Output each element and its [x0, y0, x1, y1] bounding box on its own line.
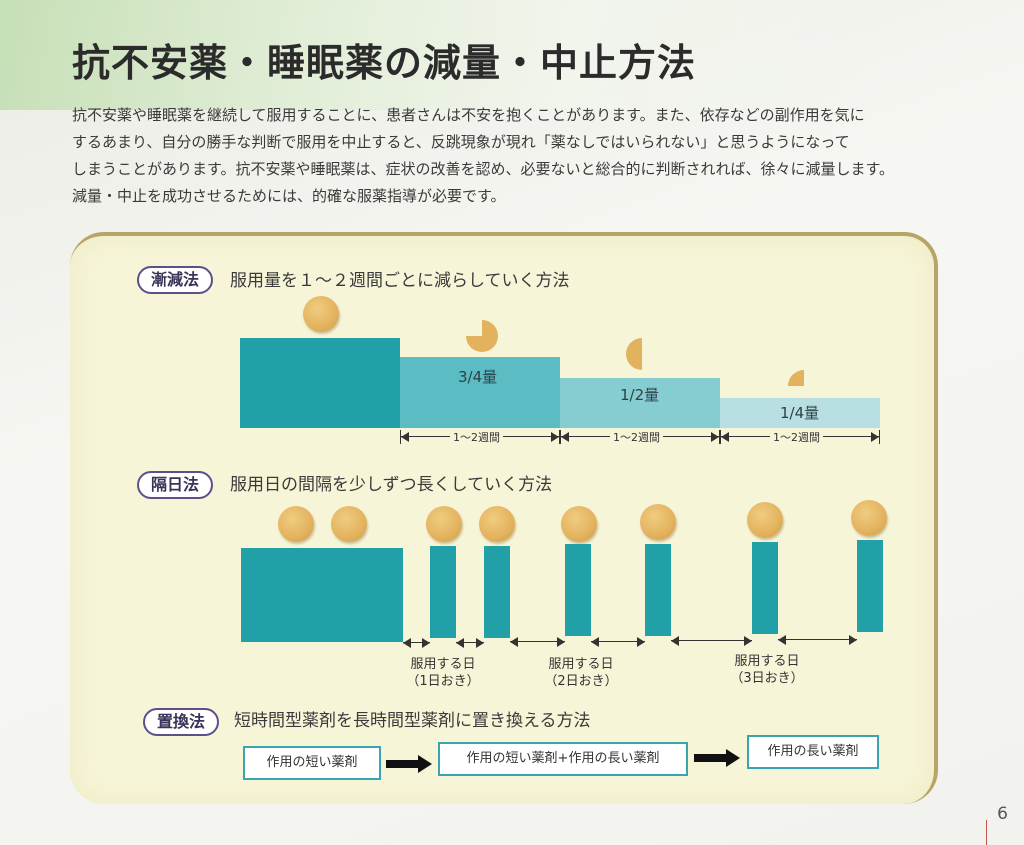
pill-icon	[426, 506, 462, 542]
intro-line: 抗不安薬や睡眠薬を継続して服用することに、患者さんは不安を抱くことがあります。ま…	[72, 106, 865, 124]
pill-quarter-icon	[788, 370, 804, 386]
tapering-label: 漸減法	[137, 266, 214, 294]
interval-label: 1～2週間	[610, 429, 663, 445]
arrow-right-icon	[386, 755, 432, 773]
page-title: 抗不安薬・睡眠薬の減量・中止方法	[72, 40, 697, 85]
alternate-note: 服用する日 （3日おき）	[730, 654, 804, 686]
intro-text: 抗不安薬や睡眠薬を継続して服用することに、患者さんは不安を抱くことがあります。ま…	[72, 102, 952, 210]
alternate-description: 服用日の間隔を少しずつ長くしていく方法	[230, 475, 553, 495]
intro-line: 減量・中止を成功させるためには、的確な服薬指導が必要です。	[72, 187, 506, 205]
title-band	[0, 0, 1024, 110]
dose-label: 1/2量	[620, 386, 660, 404]
dose-label: 1/4量	[780, 404, 820, 422]
arrow-right-icon	[694, 749, 740, 767]
tapering-description: 服用量を１～２週間ごとに減らしていく方法	[230, 271, 570, 291]
dose-bar-day	[565, 544, 591, 636]
intro-line: するあまり、自分の勝手な判断で服用を中止すると、反跳現象が現れ「薬なしではいられ…	[72, 133, 850, 151]
gap-arrow	[456, 638, 484, 648]
page-divider	[986, 820, 987, 845]
gap-arrow	[671, 636, 752, 646]
pill-icon	[331, 506, 367, 542]
dose-bar-day	[752, 542, 778, 634]
dose-bar-day	[645, 544, 671, 636]
short-acting-drug-box: 作用の短い薬剤	[243, 746, 381, 780]
pill-three-quarter-icon	[466, 320, 498, 352]
replacement-description: 短時間型薬剤を長時間型薬剤に置き換える方法	[234, 711, 591, 731]
pill-icon	[640, 504, 676, 540]
dose-bar-quarter	[720, 398, 880, 428]
dose-bar-day	[857, 540, 883, 632]
dose-bar-daily	[241, 548, 403, 642]
dose-bar-day	[430, 546, 456, 638]
pill-half-icon	[626, 338, 642, 370]
pill-icon	[747, 502, 783, 538]
gap-arrow	[591, 637, 645, 647]
pill-full-icon	[303, 296, 339, 332]
gap-arrow	[403, 638, 430, 648]
dose-label: 3/4量	[458, 368, 498, 386]
long-acting-drug-box: 作用の長い薬剤	[747, 735, 879, 769]
pill-icon	[479, 506, 515, 542]
dose-bar-day	[484, 546, 510, 638]
dose-bar-half	[560, 378, 720, 428]
interval-label: 1～2週間	[450, 429, 503, 445]
alternate-label: 隔日法	[137, 471, 214, 499]
dose-bar-full	[240, 338, 400, 428]
interval-arrow: 1～2週間	[400, 429, 560, 445]
alternate-note: 服用する日 （2日おき）	[544, 657, 618, 689]
replacement-label: 置換法	[143, 708, 220, 736]
pill-icon	[851, 500, 887, 536]
combined-drug-box: 作用の短い薬剤+作用の長い薬剤	[438, 742, 688, 776]
interval-arrow: 1～2週間	[560, 429, 720, 445]
intro-line: しまうことがあります。抗不安薬や睡眠薬は、症状の改善を認め、必要ないと総合的に判…	[72, 160, 895, 178]
gap-arrow	[510, 637, 565, 647]
alternate-note: 服用する日 （1日おき）	[406, 657, 480, 689]
pill-icon	[278, 506, 314, 542]
dose-bar-three-quarter	[400, 357, 560, 428]
interval-arrow: 1～2週間	[720, 429, 880, 445]
page-number: 6	[997, 804, 1008, 824]
gap-arrow	[778, 635, 857, 645]
pill-icon	[561, 506, 597, 542]
interval-label: 1～2週間	[770, 429, 823, 445]
